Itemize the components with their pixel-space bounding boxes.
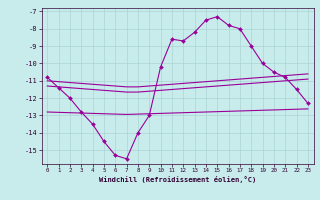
X-axis label: Windchill (Refroidissement éolien,°C): Windchill (Refroidissement éolien,°C) [99, 176, 256, 183]
